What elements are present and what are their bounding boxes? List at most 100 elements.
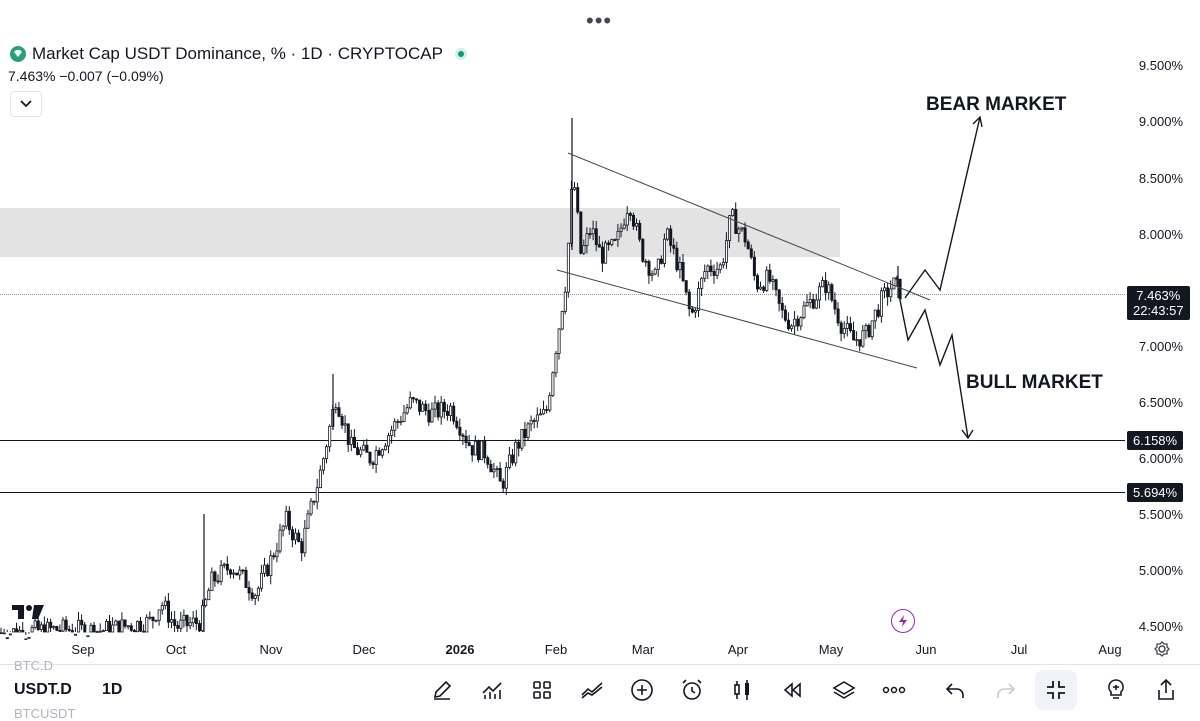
candle-down	[132, 629, 136, 633]
indicators-icon[interactable]	[478, 676, 506, 704]
symbol-header[interactable]: Market Cap USDT Dominance, % · 1D · CRYP…	[10, 44, 467, 64]
candle-up	[170, 619, 174, 623]
candle-down	[228, 569, 232, 575]
pencil-icon[interactable]	[428, 676, 456, 704]
price-chart[interactable]	[0, 0, 1125, 640]
candle-down	[452, 405, 456, 422]
alert-clock-icon[interactable]	[678, 676, 706, 704]
candle-up	[256, 587, 260, 596]
collapse-legend-button[interactable]	[10, 91, 42, 117]
x-tick-label: Jun	[915, 642, 937, 657]
bear-market-label: BEAR MARKET	[926, 94, 1067, 115]
candle-up	[105, 620, 109, 631]
add-icon[interactable]	[628, 676, 656, 704]
candle-down	[300, 541, 304, 554]
candle-up	[728, 215, 732, 242]
support-level-line[interactable]	[0, 492, 1125, 493]
candle-up	[480, 440, 484, 461]
candle-down	[597, 244, 601, 248]
candle-down	[641, 238, 645, 262]
more-icon[interactable]	[880, 676, 908, 704]
candle-down	[247, 587, 251, 594]
y-tick-label: 4.500%	[1138, 619, 1183, 634]
lightbulb-icon[interactable]	[1102, 676, 1130, 704]
candle-up	[281, 525, 285, 531]
candle-up	[861, 330, 865, 347]
candle-up	[253, 595, 257, 599]
candle-up	[557, 328, 561, 354]
candle-down	[601, 246, 605, 264]
y-tick-label: 5.000%	[1138, 563, 1183, 578]
candle-up	[95, 631, 99, 633]
level-price-tag: 5.694%	[1127, 483, 1184, 502]
candle-down	[687, 291, 691, 310]
candle-down	[21, 629, 25, 633]
candle-down	[80, 619, 84, 626]
redo-icon[interactable]	[992, 676, 1020, 704]
candle-up	[892, 277, 896, 290]
candle-down	[690, 308, 694, 313]
candle-up	[120, 619, 124, 633]
candle-down	[151, 616, 155, 621]
candle-up	[232, 572, 236, 575]
lightning-icon[interactable]	[891, 609, 915, 633]
candle-down	[852, 330, 856, 341]
symbol-selector[interactable]: USDT.D	[14, 681, 72, 698]
candles-icon[interactable]	[728, 676, 756, 704]
next-symbol: BTCUSDT	[14, 706, 76, 721]
more-options-dots[interactable]: •••	[586, 8, 613, 33]
candle-down	[272, 555, 276, 558]
candle-down	[858, 339, 862, 347]
candle-up	[207, 590, 211, 601]
candle-up	[135, 620, 139, 633]
candle-up	[731, 209, 735, 216]
candle-up	[883, 287, 887, 292]
layout-grid-icon[interactable]	[528, 676, 556, 704]
candle-down	[470, 445, 474, 456]
candle-up	[818, 286, 822, 301]
candle-up	[827, 284, 831, 294]
candle-down	[669, 228, 673, 246]
candle-up	[275, 550, 279, 558]
fullscreen-exit-icon[interactable]	[1035, 670, 1077, 710]
candle-down	[43, 624, 47, 633]
axis-settings-gear-icon[interactable]	[1153, 640, 1171, 663]
candle-up	[725, 240, 729, 263]
share-icon[interactable]	[1152, 676, 1180, 704]
current-price-tag: 7.463% 22:43:57	[1127, 286, 1190, 320]
candle-down	[498, 468, 502, 482]
candle-down	[576, 187, 580, 213]
candle-up	[635, 222, 639, 227]
candle-down	[216, 580, 220, 583]
candles-group	[0, 118, 902, 640]
candle-up	[663, 238, 667, 264]
layers-icon[interactable]	[830, 676, 858, 704]
candle-up	[700, 277, 704, 289]
candle-down	[517, 441, 521, 449]
x-tick-label: Dec	[352, 642, 376, 657]
bar-countdown: 22:43:57	[1133, 303, 1184, 318]
candle-up	[154, 619, 158, 622]
candle-up	[11, 628, 15, 633]
y-tick-label: 9.000%	[1138, 114, 1183, 129]
candle-down	[166, 600, 170, 623]
compare-icon[interactable]	[578, 676, 606, 704]
last-price-line	[0, 294, 1125, 295]
support-level-line[interactable]	[0, 440, 1125, 441]
candle-up	[393, 421, 397, 431]
x-tick-label: May	[818, 642, 844, 657]
chart-title: Market Cap USDT Dominance, % · 1D · CRYP…	[32, 44, 443, 63]
replay-icon[interactable]	[778, 676, 806, 704]
interval-selector[interactable]: 1D	[102, 681, 123, 698]
candle-up	[439, 401, 443, 418]
candle-up	[126, 625, 130, 628]
candle-down	[774, 279, 778, 291]
candle-up	[870, 320, 874, 338]
candle-down	[588, 233, 592, 236]
candle-up	[542, 409, 546, 415]
candle-up	[697, 287, 701, 311]
candle-up	[721, 261, 725, 266]
undo-icon[interactable]	[941, 676, 969, 704]
candle-up	[703, 271, 707, 279]
candle-up	[405, 407, 409, 414]
